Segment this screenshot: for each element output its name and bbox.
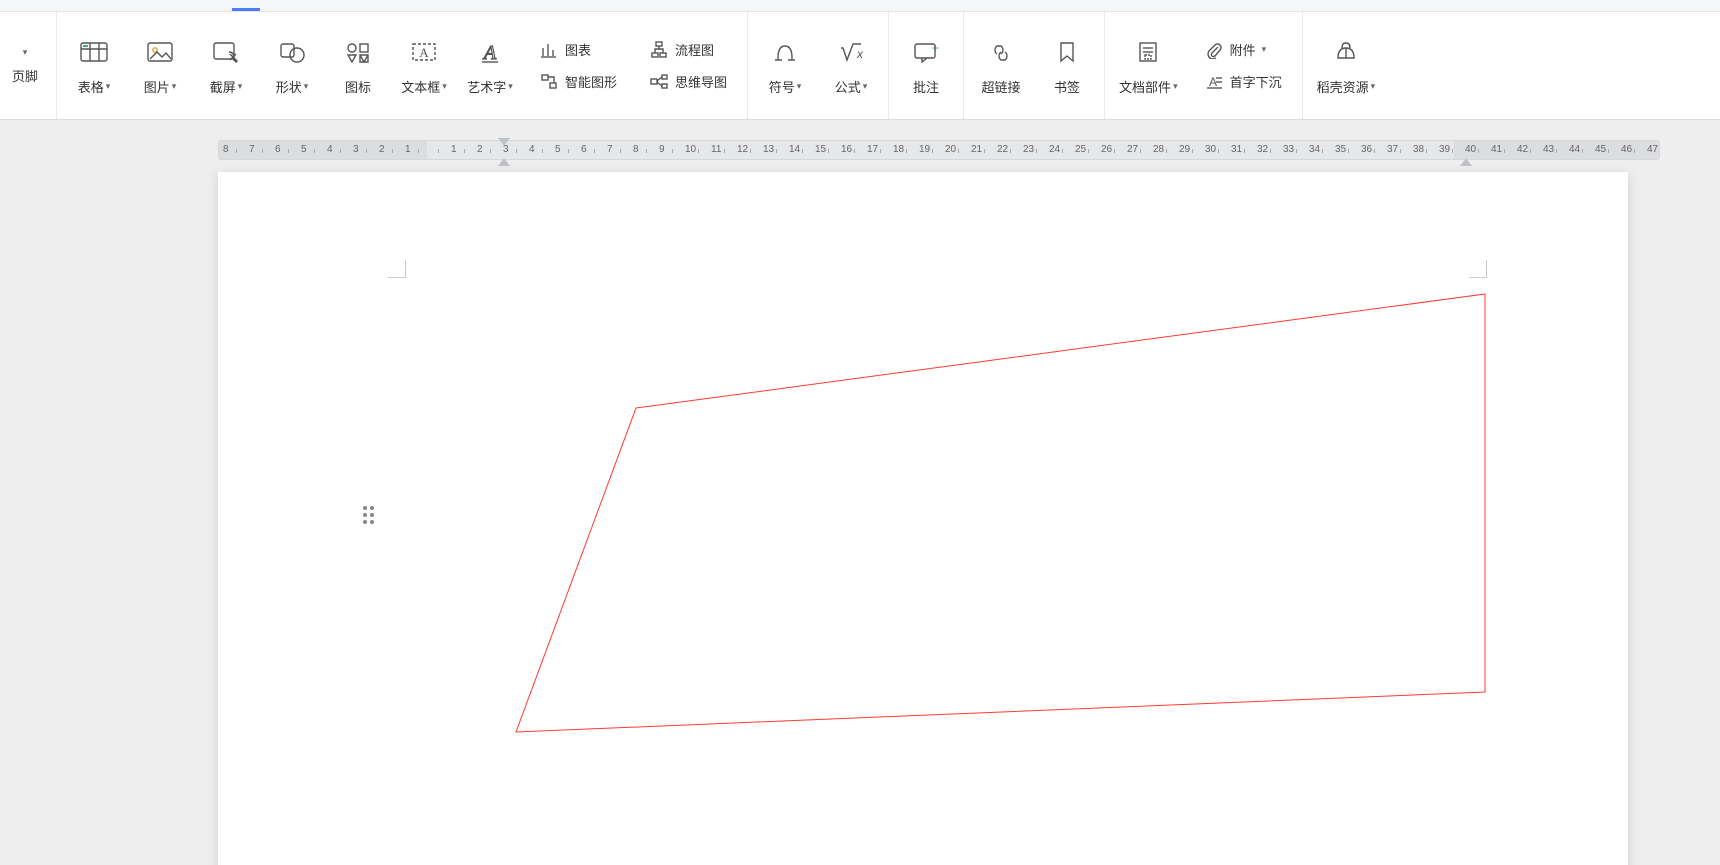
table-button[interactable]: 表格▾ (67, 31, 121, 100)
chevron-down-icon: ▾ (1173, 81, 1178, 92)
resources-label: 稻壳资源 (1317, 77, 1369, 96)
picture-icon (145, 37, 175, 67)
header-footer-label: 页脚 (12, 66, 38, 85)
chart-smartart-group: 图表 智能图形 (529, 30, 627, 102)
chevron-down-icon: ▾ (1371, 81, 1376, 92)
wordart-label: 艺术字 (467, 77, 506, 96)
svg-text:A: A (419, 45, 429, 60)
document-workspace: 8765432112345678910111213141516171819202… (0, 120, 1720, 865)
comment-icon: + (911, 37, 941, 67)
picture-button[interactable]: 图片▾ (133, 31, 187, 100)
flowchart-icon (649, 40, 669, 60)
inserted-shape[interactable] (218, 172, 1628, 865)
picture-label: 图片 (144, 77, 170, 96)
flowchart-button[interactable]: 流程图 (643, 36, 733, 64)
bookmark-icon (1052, 37, 1082, 67)
hyperlink-icon (986, 37, 1016, 67)
chevron-down-icon: ▾ (1262, 44, 1267, 55)
screenshot-label: 截屏 (210, 77, 236, 96)
attachment-icon (1204, 40, 1224, 60)
horizontal-ruler[interactable]: 8765432112345678910111213141516171819202… (218, 140, 1660, 160)
margin-corner-top-right (1469, 260, 1487, 278)
right-indent-marker[interactable] (1460, 158, 1472, 166)
attachment-label: 附件 (1230, 40, 1256, 59)
chart-label: 图表 (565, 40, 591, 59)
screenshot-icon (211, 37, 241, 67)
textbox-button[interactable]: A 文本框▾ (397, 31, 451, 100)
wordart-icon: A (475, 37, 505, 67)
shape-button[interactable]: 形状▾ (265, 31, 319, 100)
svg-text:+: + (932, 41, 939, 55)
docparts-label: 文档部件 (1119, 77, 1171, 96)
docparts-button[interactable]: 文档部件▾ (1115, 31, 1182, 100)
flowchart-mindmap-group: 流程图 思维导图 (639, 30, 737, 102)
resources-button[interactable]: 稻壳资源▾ (1313, 31, 1380, 100)
chevron-down-icon: ▾ (172, 81, 177, 92)
mindmap-icon (649, 72, 669, 92)
document-page[interactable] (218, 172, 1628, 865)
equation-label: 公式 (835, 77, 861, 96)
chevron-down-icon: ▾ (304, 81, 309, 92)
bookmark-button[interactable]: 书签 (1040, 31, 1094, 100)
symbol-icon (770, 37, 800, 67)
margin-corner-top-left (388, 260, 406, 278)
comment-button[interactable]: + 批注 (899, 31, 953, 100)
wordart-button[interactable]: A 艺术字▾ (463, 31, 517, 100)
svg-text:A: A (1209, 75, 1217, 89)
screenshot-button[interactable]: 截屏▾ (199, 31, 253, 100)
hanging-indent-marker[interactable] (498, 158, 510, 166)
chevron-down-icon: ▾ (508, 81, 513, 92)
first-line-indent-marker[interactable] (498, 138, 510, 146)
hyperlink-label: 超链接 (982, 77, 1021, 96)
chevron-down-icon: ▾ (238, 81, 243, 92)
flowchart-label: 流程图 (675, 40, 714, 59)
symbol-button[interactable]: 符号▾ (758, 31, 812, 100)
dropcap-button[interactable]: A 首字下沉 (1198, 68, 1288, 96)
smartart-icon (539, 72, 559, 92)
chevron-down-icon: ▾ (442, 81, 447, 92)
table-icon (79, 37, 109, 67)
attachment-button[interactable]: 附件 ▾ (1198, 36, 1288, 64)
symbol-label: 符号 (769, 77, 795, 96)
icon-button[interactable]: 图标 (331, 31, 385, 100)
dropcap-icon: A (1204, 72, 1224, 92)
textbox-icon: A (409, 37, 439, 67)
resources-icon (1331, 37, 1361, 67)
docparts-icon (1133, 37, 1163, 67)
hyperlink-button[interactable]: 超链接 (974, 31, 1028, 100)
chevron-down-icon: ▾ (23, 47, 28, 58)
table-label: 表格 (78, 77, 104, 96)
comment-label: 批注 (913, 77, 939, 96)
mindmap-label: 思维导图 (675, 72, 727, 91)
svg-text:x: x (856, 47, 864, 61)
chart-icon (539, 40, 559, 60)
shape-icon (277, 37, 307, 67)
bookmark-label: 书签 (1054, 77, 1080, 96)
header-footer-button[interactable]: ▾ 页脚 (4, 41, 46, 91)
ribbon-toolbar: ▾ 页脚 表格▾ 图片▾ 截屏▾ 形状▾ (0, 12, 1720, 120)
attachment-dropcap-group: 附件 ▾ A 首字下沉 (1194, 30, 1292, 102)
icon-label: 图标 (345, 77, 371, 96)
chevron-down-icon: ▾ (863, 81, 868, 92)
active-tab-indicator (232, 8, 260, 11)
shape-drag-handle[interactable] (363, 506, 374, 524)
smartart-button[interactable]: 智能图形 (533, 68, 623, 96)
chart-button[interactable]: 图表 (533, 36, 623, 64)
svg-text:A: A (482, 42, 497, 64)
textbox-label: 文本框 (401, 77, 440, 96)
chevron-down-icon: ▾ (797, 81, 802, 92)
dropcap-label: 首字下沉 (1230, 72, 1282, 91)
smartart-label: 智能图形 (565, 72, 617, 91)
mindmap-button[interactable]: 思维导图 (643, 68, 733, 96)
shape-label: 形状 (276, 77, 302, 96)
icons-icon (343, 37, 373, 67)
equation-button[interactable]: x 公式▾ (824, 31, 878, 100)
equation-icon: x (836, 37, 866, 67)
chevron-down-icon: ▾ (106, 81, 111, 92)
